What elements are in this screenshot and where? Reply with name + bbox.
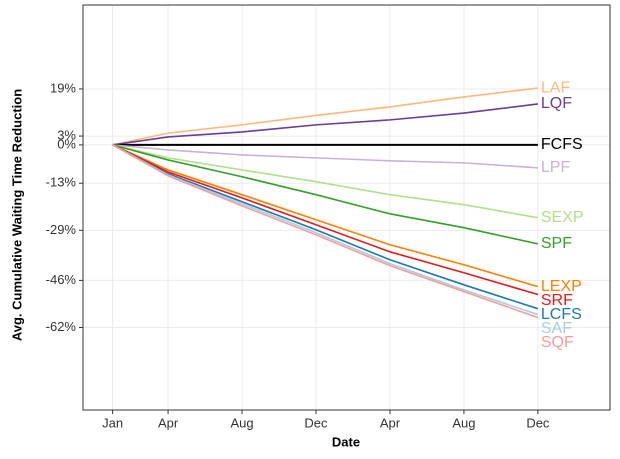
series-line (112, 144, 539, 288)
series-line (112, 144, 538, 169)
series-label: LAF (541, 79, 571, 96)
series-label: LQF (541, 95, 572, 112)
y-tick-label: -62% (46, 319, 77, 334)
series-line (112, 144, 539, 245)
series-label: SPF (541, 235, 572, 252)
y-tick-label: 3% (57, 128, 76, 143)
series-line (112, 87, 538, 146)
series-label: SEXP (541, 209, 584, 226)
series-label: SQF (541, 334, 574, 351)
series-label: SRF (541, 292, 573, 309)
x-tick-label: Dec (304, 415, 328, 430)
y-tick-label: 19% (50, 80, 76, 95)
x-tick-label: Apr (380, 415, 401, 430)
y-tick-label: 0% (57, 136, 76, 151)
x-tick-label: Dec (526, 415, 550, 430)
x-tick-label: Jan (102, 415, 123, 430)
series-label: LPF (541, 159, 571, 176)
series-label: LEXP (541, 278, 582, 295)
series-line (112, 144, 539, 219)
y-tick-label: -46% (46, 272, 77, 287)
series-label: FCFS (541, 136, 583, 153)
x-tick-label: Apr (158, 415, 179, 430)
x-tick-label: Aug (452, 415, 475, 430)
x-tick-label: Aug (230, 415, 253, 430)
x-axis-label: Date (332, 434, 360, 449)
y-tick-label: -13% (46, 175, 77, 190)
series-line (112, 144, 539, 310)
series-line (112, 144, 539, 319)
series-line (112, 103, 538, 146)
y-axis-label: Avg. Cumulative Waiting Time Reduction (9, 89, 24, 341)
series-label: LCFS (541, 306, 582, 323)
series-line (112, 144, 539, 296)
plot-border (82, 4, 611, 411)
series-label: SAF (541, 320, 572, 337)
y-tick-label: -29% (46, 222, 77, 237)
